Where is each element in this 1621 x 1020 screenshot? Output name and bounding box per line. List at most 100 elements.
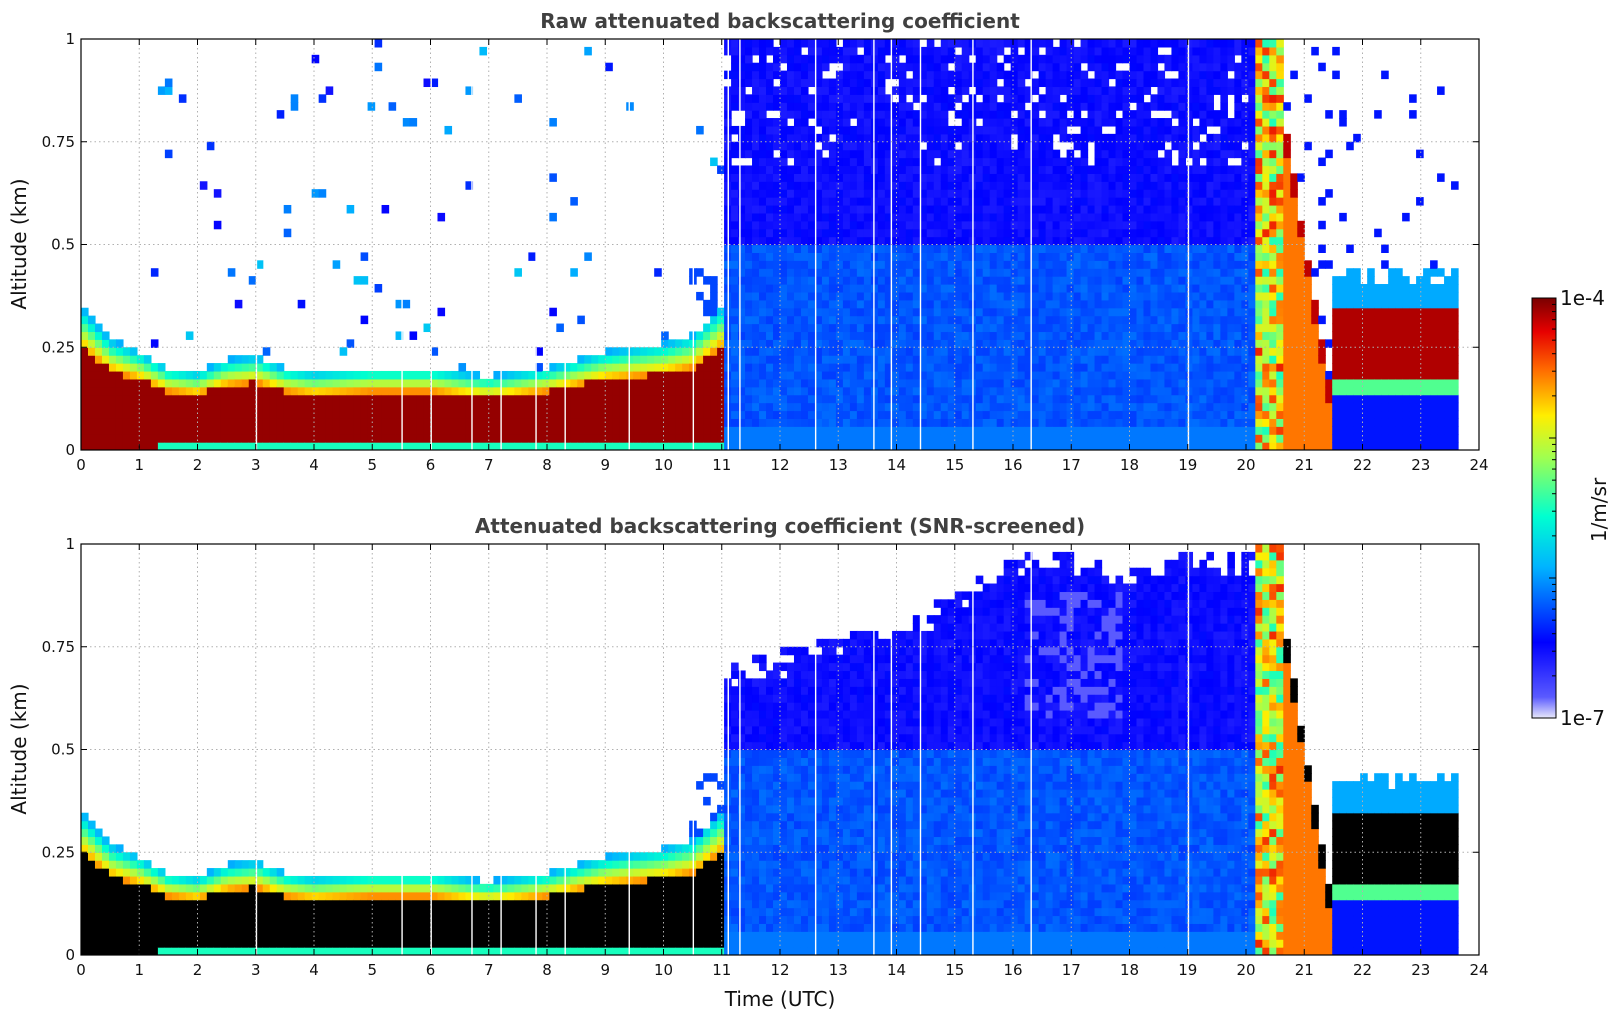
heatmap-cell — [423, 410, 432, 419]
heatmap-cell — [940, 46, 949, 56]
heatmap-cell — [444, 410, 453, 419]
heatmap-cell — [1136, 220, 1145, 230]
heatmap-cell — [563, 386, 571, 396]
heatmap-cell — [661, 418, 669, 427]
heatmap-cell — [318, 434, 327, 443]
heatmap-cell — [947, 434, 956, 443]
heatmap-cell — [1164, 39, 1173, 48]
heatmap-cell — [81, 442, 89, 450]
heatmap-cell — [1052, 189, 1061, 198]
heatmap-cell — [549, 118, 557, 127]
heatmap-cell — [786, 212, 795, 222]
heatmap-cell — [1087, 299, 1096, 309]
heatmap-cell — [912, 181, 921, 190]
heatmap-cell — [1003, 141, 1012, 151]
heatmap-cell — [402, 299, 411, 309]
heatmap-cell — [1157, 244, 1166, 253]
heatmap-cell — [898, 165, 907, 174]
heatmap-cell — [842, 378, 851, 388]
heatmap-cell — [1150, 370, 1159, 380]
heatmap-cell — [528, 252, 536, 261]
heatmap-cell — [940, 141, 949, 151]
heatmap-cell — [549, 378, 557, 388]
heatmap-cell — [1136, 212, 1145, 222]
heatmap-cell — [940, 165, 949, 174]
heatmap-cell — [311, 426, 320, 435]
heatmap-cell — [136, 394, 145, 404]
heatmap-cell — [807, 307, 816, 317]
heatmap-cell — [1003, 149, 1012, 159]
heatmap-cell — [437, 212, 446, 222]
heatmap-cell — [1080, 189, 1089, 198]
heatmap-cell — [919, 181, 928, 190]
heatmap-cell — [1003, 410, 1012, 419]
heatmap-cell — [863, 394, 872, 404]
heatmap-cell — [982, 236, 991, 246]
heatmap-cell — [1192, 125, 1200, 135]
heatmap-cell — [926, 331, 935, 340]
heatmap-cell — [891, 355, 900, 364]
heatmap-cell — [898, 197, 907, 206]
heatmap-cell — [996, 331, 1005, 340]
heatmap-cell — [1101, 442, 1110, 450]
heatmap-cell — [1115, 149, 1124, 159]
heatmap-cell — [1227, 118, 1235, 127]
heatmap-cell — [1010, 94, 1019, 103]
heatmap-cell — [1010, 118, 1019, 127]
heatmap-cell — [1066, 252, 1075, 261]
heatmap-cell — [164, 149, 173, 159]
heatmap-cell — [1199, 268, 1207, 277]
heatmap-cell — [1066, 149, 1075, 159]
heatmap-cell — [1024, 410, 1033, 419]
heatmap-cell — [171, 378, 180, 388]
heatmap-cell — [213, 370, 222, 380]
heatmap-cell — [1010, 252, 1019, 261]
heatmap-cell — [1122, 228, 1131, 238]
heatmap-cell — [1080, 347, 1089, 356]
heatmap-cell — [759, 181, 767, 190]
heatmap-cell — [157, 410, 166, 419]
heatmap-cell — [856, 102, 865, 111]
heatmap-cell — [1178, 284, 1187, 293]
heatmap-cell — [1017, 62, 1026, 72]
heatmap-cell — [1136, 62, 1145, 72]
heatmap-cell — [940, 157, 949, 167]
heatmap-cell — [821, 54, 830, 64]
heatmap-cell — [353, 426, 362, 435]
heatmap-cell — [814, 244, 823, 253]
heatmap-cell — [1206, 315, 1214, 325]
heatmap-cell — [1192, 394, 1200, 404]
heatmap-cell — [989, 212, 998, 222]
heatmap-cell — [563, 370, 571, 380]
heatmap-cell — [926, 260, 935, 269]
heatmap-cell — [912, 157, 921, 167]
heatmap-cell — [248, 394, 257, 404]
heatmap-cell — [1241, 260, 1249, 269]
heatmap-cell — [1150, 236, 1159, 246]
heatmap-cell — [1199, 307, 1207, 317]
heatmap-cell — [1087, 442, 1096, 450]
heatmap-cell — [1241, 102, 1249, 111]
heatmap-cell — [738, 363, 746, 372]
heatmap-cell — [891, 133, 900, 143]
heatmap-cell — [479, 378, 488, 388]
heatmap-cell — [807, 189, 816, 198]
heatmap-cell — [1010, 260, 1019, 269]
heatmap-cell — [192, 386, 201, 396]
heatmap-cell — [1003, 94, 1012, 103]
heatmap-cell — [269, 363, 278, 372]
heatmap-cell — [905, 307, 914, 317]
heatmap-cell — [612, 418, 620, 427]
heatmap-cell — [731, 291, 739, 301]
heatmap-cell — [1080, 299, 1089, 309]
heatmap-cell — [661, 370, 669, 380]
heatmap-cell — [1115, 355, 1124, 364]
heatmap-cell — [1108, 46, 1117, 56]
heatmap-cell — [423, 418, 432, 427]
heatmap-cell — [759, 418, 767, 427]
heatmap-cell — [835, 386, 844, 396]
heatmap-cell — [891, 347, 900, 356]
heatmap-cell — [780, 331, 788, 340]
heatmap-cell — [1206, 410, 1214, 419]
heatmap-cell — [577, 370, 585, 380]
